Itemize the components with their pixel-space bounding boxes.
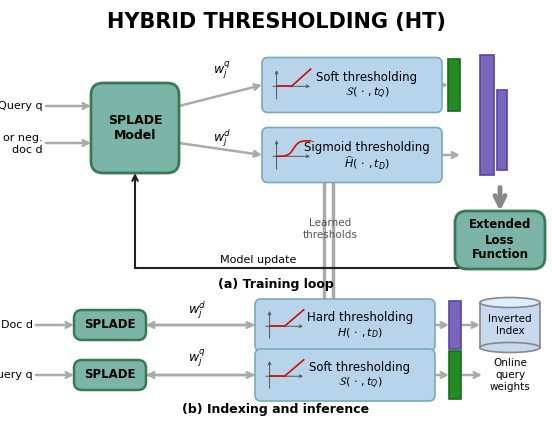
- Bar: [449, 351, 461, 399]
- Text: Soft thresholding: Soft thresholding: [310, 360, 411, 373]
- Text: SPLADE: SPLADE: [84, 368, 136, 381]
- Text: $w_j^d$: $w_j^d$: [188, 299, 206, 321]
- Text: Model update: Model update: [220, 255, 296, 265]
- Text: (a) Training loop: (a) Training loop: [218, 278, 334, 291]
- Text: $\mathcal{S}(\,\cdot\,,t_Q)$: $\mathcal{S}(\,\cdot\,,t_Q)$: [344, 85, 389, 100]
- Bar: [449, 301, 461, 349]
- Text: $H(\,\cdot\,,t_D)$: $H(\,\cdot\,,t_D)$: [337, 326, 383, 340]
- Text: Query q: Query q: [0, 101, 43, 111]
- Text: SPLADE
Model: SPLADE Model: [108, 114, 162, 142]
- Text: Hard thresholding: Hard thresholding: [307, 311, 413, 324]
- Ellipse shape: [480, 343, 540, 352]
- Text: $w_j^q$: $w_j^q$: [188, 347, 206, 369]
- Text: Doc d: Doc d: [1, 320, 33, 330]
- Text: Inverted
Index: Inverted Index: [488, 314, 532, 336]
- Bar: [497, 90, 507, 170]
- Text: Online
query
weights: Online query weights: [490, 358, 530, 392]
- Text: Query q: Query q: [0, 370, 33, 380]
- Bar: [448, 59, 460, 111]
- FancyBboxPatch shape: [91, 83, 179, 173]
- FancyBboxPatch shape: [74, 310, 146, 340]
- Text: Soft thresholding: Soft thresholding: [316, 70, 417, 84]
- FancyBboxPatch shape: [255, 349, 435, 401]
- Text: $\mathcal{S}(\,\cdot\,,t_Q)$: $\mathcal{S}(\,\cdot\,,t_Q)$: [338, 376, 383, 390]
- Text: Sigmoid thresholding: Sigmoid thresholding: [304, 141, 430, 154]
- Text: Extended
Loss
Function: Extended Loss Function: [469, 219, 531, 262]
- FancyBboxPatch shape: [262, 57, 442, 113]
- Text: doc d: doc d: [12, 145, 43, 155]
- Text: $\widehat{H}(\,\cdot\,,t_D)$: $\widehat{H}(\,\cdot\,,t_D)$: [344, 154, 390, 171]
- Bar: [480, 55, 494, 175]
- Text: $w_j^d$: $w_j^d$: [213, 127, 231, 149]
- Text: Pos. or neg.: Pos. or neg.: [0, 133, 43, 143]
- Text: (b) Indexing and inference: (b) Indexing and inference: [183, 403, 369, 416]
- Text: HYBRID THRESHOLDING (HT): HYBRID THRESHOLDING (HT): [107, 12, 445, 32]
- Text: Learned
thresholds: Learned thresholds: [302, 218, 358, 240]
- FancyBboxPatch shape: [455, 211, 545, 269]
- FancyBboxPatch shape: [255, 299, 435, 351]
- Ellipse shape: [480, 298, 540, 308]
- FancyBboxPatch shape: [262, 127, 442, 182]
- FancyBboxPatch shape: [74, 360, 146, 390]
- Text: $w_j^q$: $w_j^q$: [213, 59, 231, 81]
- Text: SPLADE: SPLADE: [84, 319, 136, 332]
- Bar: [480, 303, 540, 347]
